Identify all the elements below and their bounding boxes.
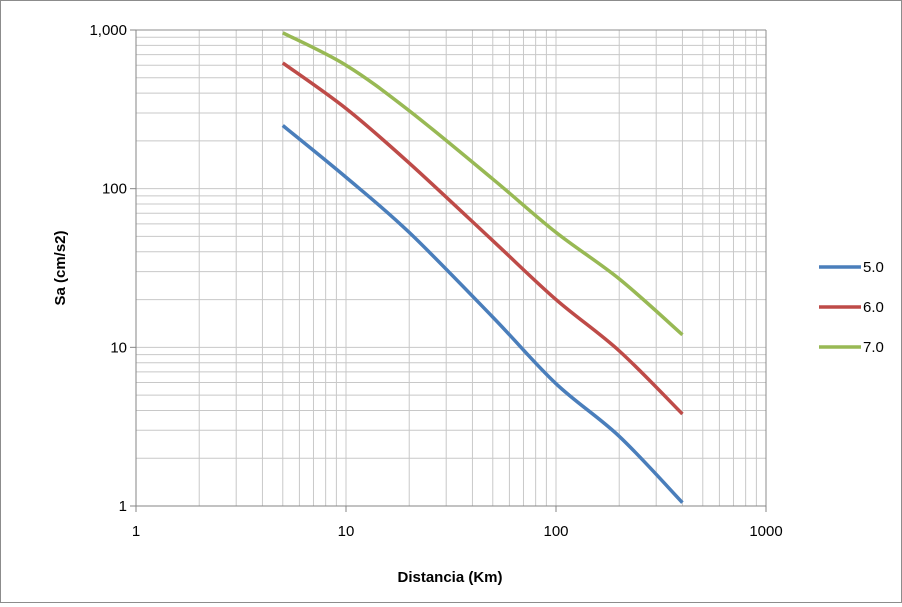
y-tick-label: 1 [119,498,127,515]
y-tick-label: 100 [102,181,127,198]
legend-label-7.0: 7.0 [863,339,884,356]
plot-area-border [130,29,767,512]
legend: 5.0 6.0 7.0 [819,259,884,356]
legend-label-6.0: 6.0 [863,299,884,316]
gridlines [136,29,767,506]
x-tick-label: 1000 [749,523,782,540]
x-tick-label: 1 [132,523,140,540]
series-line-5.0 [281,124,684,504]
data-series [281,31,684,504]
series-line-7.0 [281,31,684,337]
x-tick-label: 100 [543,523,568,540]
y-tick-label: 1,000 [89,22,127,39]
legend-label-5.0: 5.0 [863,259,884,276]
y-tick-label: 10 [110,339,127,356]
y-axis-title: Sa (cm/s2) [52,230,69,305]
x-axis-title: Distancia (Km) [397,569,502,586]
tick-labels: 1 10 100 1000 1 10 100 1,000 [89,22,782,540]
x-tick-label: 10 [338,523,355,540]
series-line-6.0 [281,61,684,416]
